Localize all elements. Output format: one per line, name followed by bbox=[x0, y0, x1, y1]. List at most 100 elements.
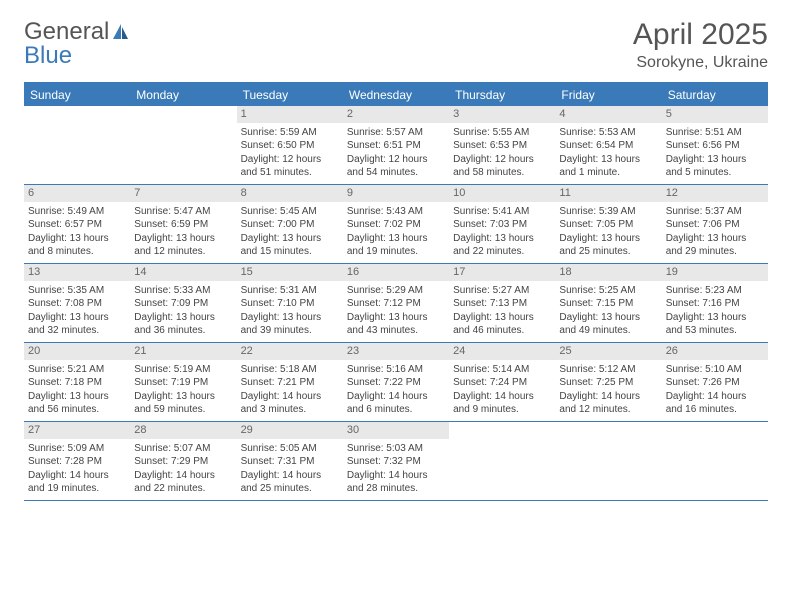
day-dl2: and 6 minutes. bbox=[347, 403, 445, 417]
day-content: Sunrise: 5:47 AMSunset: 6:59 PMDaylight:… bbox=[134, 205, 232, 259]
day-sr: Sunrise: 5:45 AM bbox=[241, 205, 339, 219]
day-content: Sunrise: 5:03 AMSunset: 7:32 PMDaylight:… bbox=[347, 442, 445, 496]
day-dl1: Daylight: 13 hours bbox=[666, 232, 764, 246]
day-cell: 20Sunrise: 5:21 AMSunset: 7:18 PMDayligh… bbox=[24, 343, 130, 421]
day-dl2: and 46 minutes. bbox=[453, 324, 551, 338]
day-ss: Sunset: 6:56 PM bbox=[666, 139, 764, 153]
day-number: 24 bbox=[449, 343, 555, 360]
day-ss: Sunset: 7:03 PM bbox=[453, 218, 551, 232]
day-sr: Sunrise: 5:16 AM bbox=[347, 363, 445, 377]
day-cell: 13Sunrise: 5:35 AMSunset: 7:08 PMDayligh… bbox=[24, 264, 130, 342]
day-cell: 19Sunrise: 5:23 AMSunset: 7:16 PMDayligh… bbox=[662, 264, 768, 342]
day-cell: 4 Sunrise: 5:53 AMSunset: 6:54 PMDaylight… bbox=[555, 106, 661, 184]
day-number: 21 bbox=[130, 343, 236, 360]
day-cell: 11 Sunrise: 5:39 AMSunset: 7:05 PMDayligh… bbox=[555, 185, 661, 263]
day-content: Sunrise: 5:51 AMSunset: 6:56 PMDaylight:… bbox=[666, 126, 764, 180]
day-content: Sunrise: 5:16 AMSunset: 7:22 PMDaylight:… bbox=[347, 363, 445, 417]
day-ss: Sunset: 7:05 PM bbox=[559, 218, 657, 232]
day-sr: Sunrise: 5:14 AM bbox=[453, 363, 551, 377]
day-content: Sunrise: 5:39 AMSunset: 7:05 PMDaylight:… bbox=[559, 205, 657, 259]
day-content: Sunrise: 5:14 AMSunset: 7:24 PMDaylight:… bbox=[453, 363, 551, 417]
day-cell: 30 Sunrise: 5:03 AMSunset: 7:32 PMDayligh… bbox=[343, 422, 449, 500]
day-dl2: and 19 minutes. bbox=[28, 482, 126, 496]
day-dl1: Daylight: 14 hours bbox=[134, 469, 232, 483]
day-cell: 3Sunrise: 5:55 AMSunset: 6:53 PMDaylight… bbox=[449, 106, 555, 184]
day-ss: Sunset: 6:53 PM bbox=[453, 139, 551, 153]
day-number: 4 bbox=[555, 106, 661, 123]
day-number: 8 bbox=[237, 185, 343, 202]
day-cell: 27Sunrise: 5:09 AMSunset: 7:28 PMDayligh… bbox=[24, 422, 130, 500]
day-number: 25 bbox=[555, 343, 661, 360]
day-cell: 24 Sunrise: 5:14 AMSunset: 7:24 PMDayligh… bbox=[449, 343, 555, 421]
day-number: 3 bbox=[449, 106, 555, 123]
week-row: 27Sunrise: 5:09 AMSunset: 7:28 PMDayligh… bbox=[24, 422, 768, 501]
day-ss: Sunset: 7:16 PM bbox=[666, 297, 764, 311]
day-cell bbox=[555, 422, 661, 500]
day-sr: Sunrise: 5:39 AM bbox=[559, 205, 657, 219]
day-dl1: Daylight: 13 hours bbox=[453, 232, 551, 246]
day-sr: Sunrise: 5:49 AM bbox=[28, 205, 126, 219]
day-ss: Sunset: 6:59 PM bbox=[134, 218, 232, 232]
day-content: Sunrise: 5:07 AMSunset: 7:29 PMDaylight:… bbox=[134, 442, 232, 496]
day-sr: Sunrise: 5:09 AM bbox=[28, 442, 126, 456]
day-dl2: and 39 minutes. bbox=[241, 324, 339, 338]
day-dl2: and 32 minutes. bbox=[28, 324, 126, 338]
day-number: 28 bbox=[130, 422, 236, 439]
day-sr: Sunrise: 5:37 AM bbox=[666, 205, 764, 219]
day-dl2: and 9 minutes. bbox=[453, 403, 551, 417]
day-cell: 12Sunrise: 5:37 AMSunset: 7:06 PMDayligh… bbox=[662, 185, 768, 263]
weekday-header: Saturday bbox=[662, 84, 768, 106]
day-sr: Sunrise: 5:41 AM bbox=[453, 205, 551, 219]
day-content: Sunrise: 5:59 AMSunset: 6:50 PMDaylight:… bbox=[241, 126, 339, 180]
day-dl2: and 49 minutes. bbox=[559, 324, 657, 338]
day-cell: 25Sunrise: 5:12 AMSunset: 7:25 PMDayligh… bbox=[555, 343, 661, 421]
day-number: 5 bbox=[662, 106, 768, 123]
week-row: 13Sunrise: 5:35 AMSunset: 7:08 PMDayligh… bbox=[24, 264, 768, 343]
day-content: Sunrise: 5:35 AMSunset: 7:08 PMDaylight:… bbox=[28, 284, 126, 338]
weekday-header: Monday bbox=[130, 84, 236, 106]
day-dl2: and 1 minute. bbox=[559, 166, 657, 180]
day-number: 19 bbox=[662, 264, 768, 281]
day-cell: 22Sunrise: 5:18 AMSunset: 7:21 PMDayligh… bbox=[237, 343, 343, 421]
day-sr: Sunrise: 5:03 AM bbox=[347, 442, 445, 456]
day-dl2: and 58 minutes. bbox=[453, 166, 551, 180]
day-dl1: Daylight: 13 hours bbox=[666, 153, 764, 167]
day-dl2: and 25 minutes. bbox=[559, 245, 657, 259]
day-content: Sunrise: 5:37 AMSunset: 7:06 PMDaylight:… bbox=[666, 205, 764, 259]
day-dl2: and 29 minutes. bbox=[666, 245, 764, 259]
day-content: Sunrise: 5:45 AMSunset: 7:00 PMDaylight:… bbox=[241, 205, 339, 259]
day-dl2: and 28 minutes. bbox=[347, 482, 445, 496]
day-sr: Sunrise: 5:19 AM bbox=[134, 363, 232, 377]
day-number: 1 bbox=[237, 106, 343, 123]
day-ss: Sunset: 7:18 PM bbox=[28, 376, 126, 390]
day-content: Sunrise: 5:05 AMSunset: 7:31 PMDaylight:… bbox=[241, 442, 339, 496]
day-cell bbox=[662, 422, 768, 500]
day-dl1: Daylight: 14 hours bbox=[241, 390, 339, 404]
day-sr: Sunrise: 5:18 AM bbox=[241, 363, 339, 377]
day-dl1: Daylight: 12 hours bbox=[347, 153, 445, 167]
day-cell: 5 Sunrise: 5:51 AMSunset: 6:56 PMDaylight… bbox=[662, 106, 768, 184]
day-content: Sunrise: 5:19 AMSunset: 7:19 PMDaylight:… bbox=[134, 363, 232, 417]
logo-sail-icon bbox=[111, 22, 131, 42]
day-ss: Sunset: 7:10 PM bbox=[241, 297, 339, 311]
day-dl2: and 19 minutes. bbox=[347, 245, 445, 259]
day-number: 6 bbox=[24, 185, 130, 202]
day-dl1: Daylight: 13 hours bbox=[666, 311, 764, 325]
day-dl2: and 22 minutes. bbox=[134, 482, 232, 496]
day-dl1: Daylight: 12 hours bbox=[241, 153, 339, 167]
day-content: Sunrise: 5:27 AMSunset: 7:13 PMDaylight:… bbox=[453, 284, 551, 338]
day-ss: Sunset: 7:06 PM bbox=[666, 218, 764, 232]
day-sr: Sunrise: 5:57 AM bbox=[347, 126, 445, 140]
day-dl1: Daylight: 13 hours bbox=[134, 311, 232, 325]
day-cell: 9Sunrise: 5:43 AMSunset: 7:02 PMDaylight… bbox=[343, 185, 449, 263]
day-content: Sunrise: 5:53 AMSunset: 6:54 PMDaylight:… bbox=[559, 126, 657, 180]
day-number: 30 bbox=[343, 422, 449, 439]
page-title: April 2025 bbox=[633, 18, 768, 52]
day-sr: Sunrise: 5:53 AM bbox=[559, 126, 657, 140]
day-dl1: Daylight: 13 hours bbox=[134, 232, 232, 246]
week-row: 1 Sunrise: 5:59 AMSunset: 6:50 PMDaylight… bbox=[24, 106, 768, 185]
day-number: 11 bbox=[555, 185, 661, 202]
day-dl1: Daylight: 12 hours bbox=[453, 153, 551, 167]
day-sr: Sunrise: 5:31 AM bbox=[241, 284, 339, 298]
day-dl2: and 36 minutes. bbox=[134, 324, 232, 338]
